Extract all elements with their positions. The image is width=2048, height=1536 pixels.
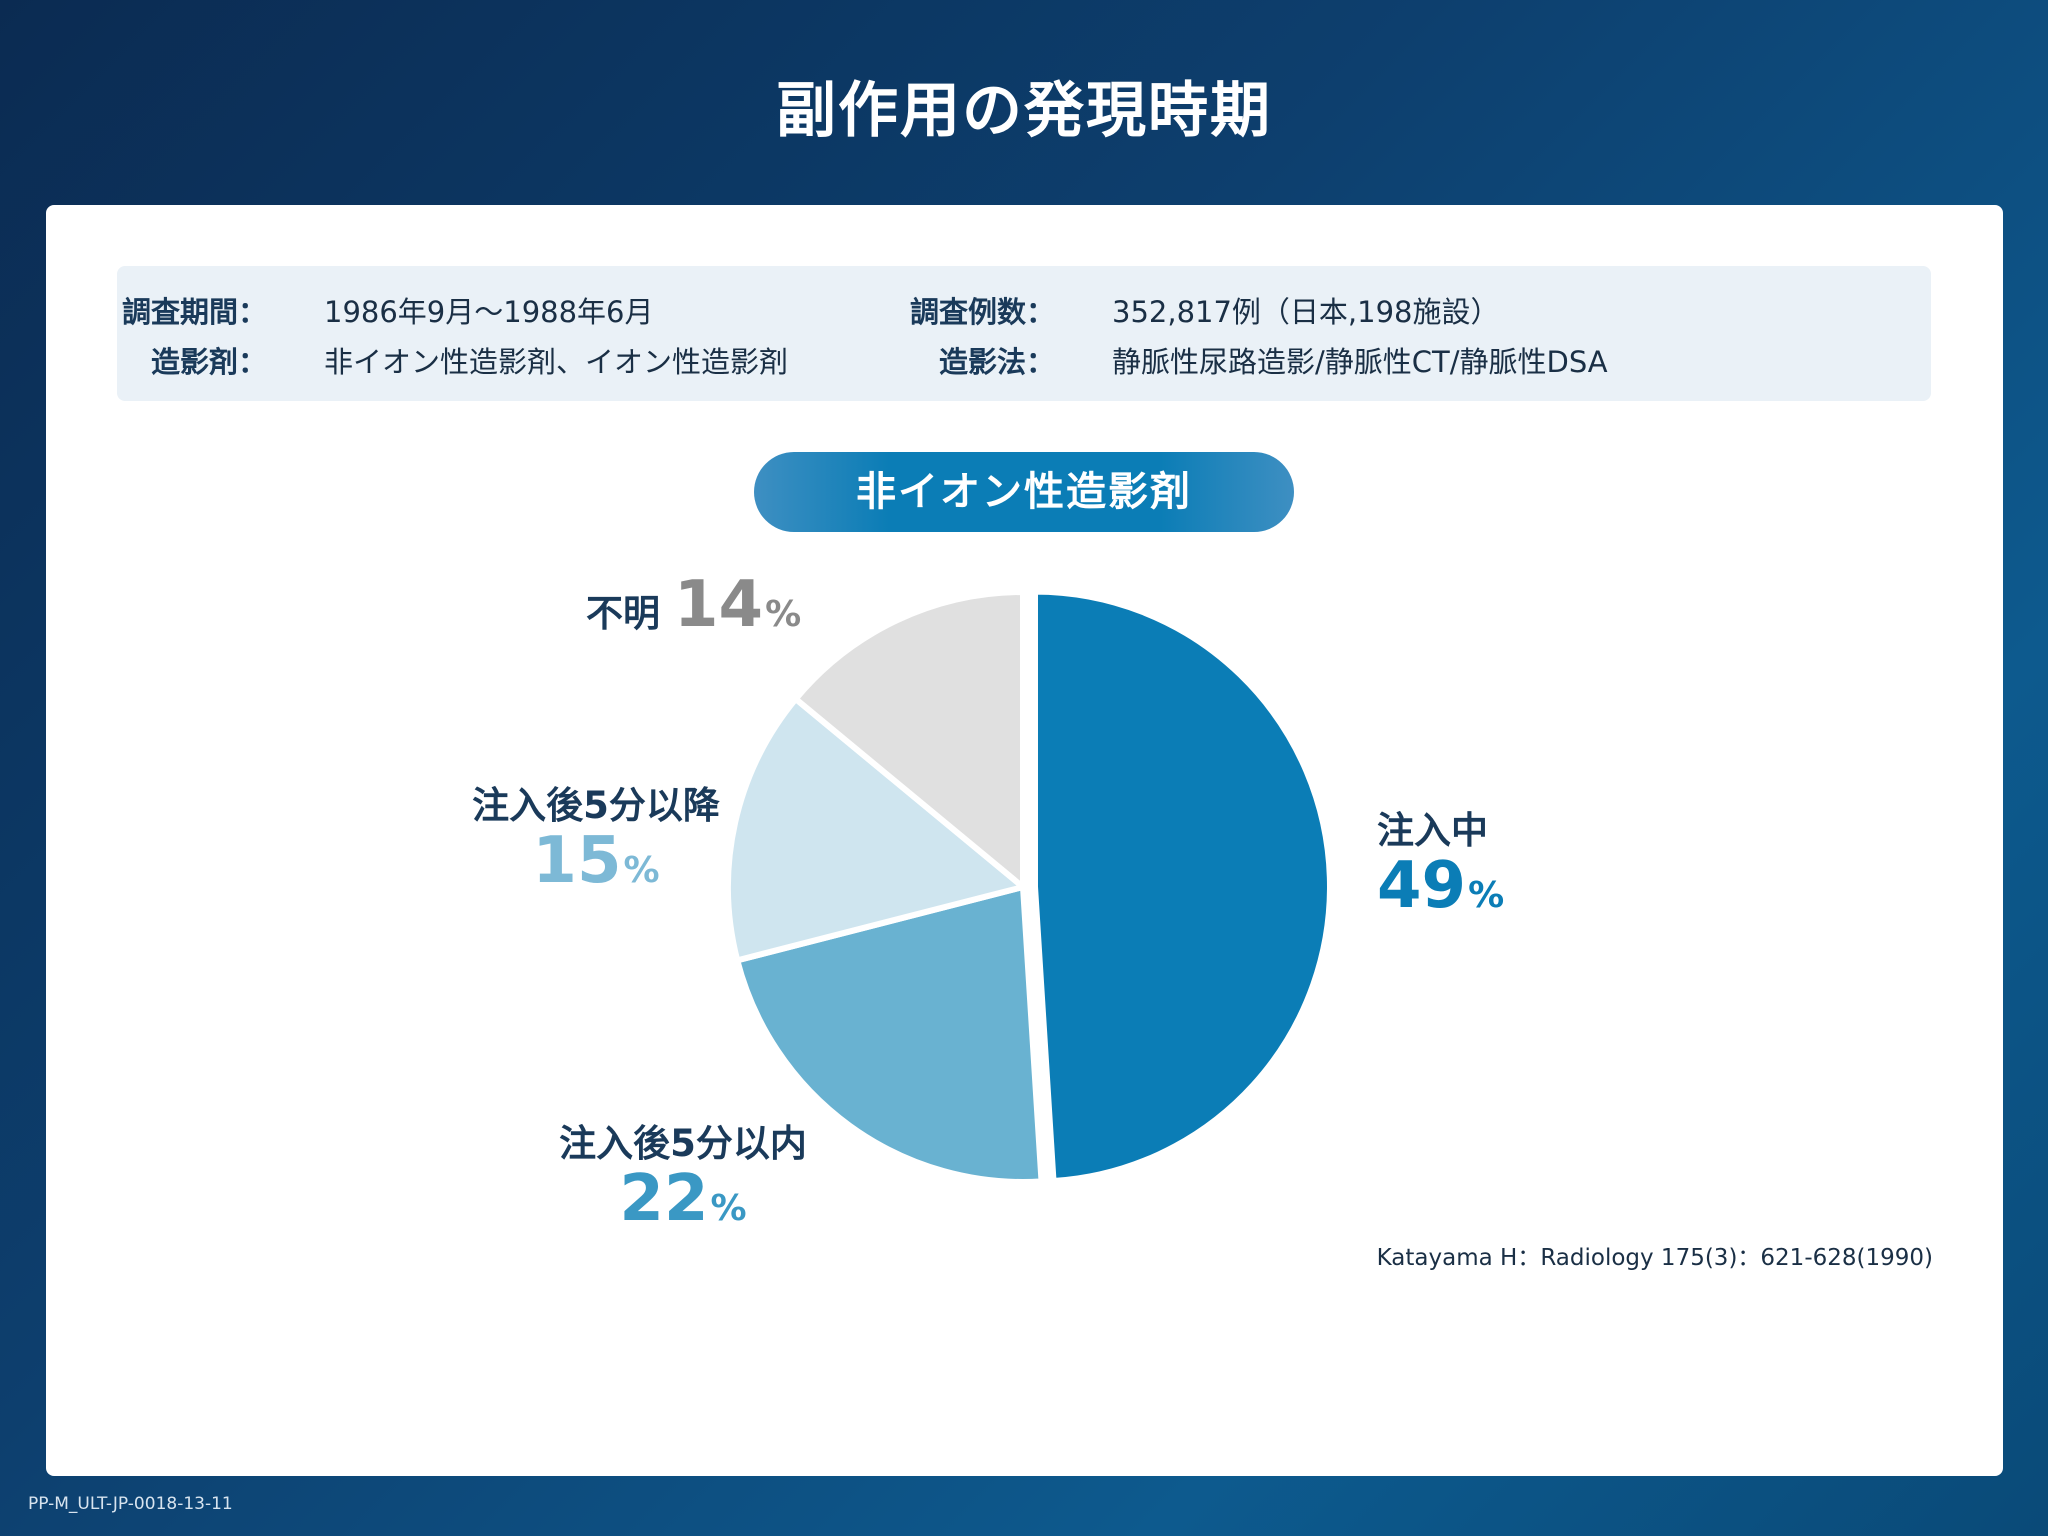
- info-method-label: 造影法: [905, 339, 1055, 381]
- citation: Katayama H：Radiology 175(3)：621-628(1990…: [1376, 1245, 1933, 1271]
- content-card: 調査期間 1986年9月〜1988年6月 造影剤 非イオン性造影剤、イオン性造影…: [46, 205, 2003, 1476]
- info-agent-label: 造影剤: [117, 339, 267, 381]
- slice-unknown: [792, 589, 1026, 890]
- slice-unit: %: [765, 594, 802, 635]
- info-cases-label: 調査例数: [905, 289, 1055, 331]
- slice-after-5min: [725, 695, 1026, 964]
- slice-unit: %: [710, 1188, 747, 1229]
- info-cases-value: 352,817例（日本,198施設）: [1112, 295, 1500, 329]
- slice-label-within-5min: 注入後5分以内 22%: [508, 1113, 858, 1231]
- slice-value: 14: [674, 568, 764, 642]
- slice-label-unknown: 不明 14%: [586, 573, 801, 637]
- footer-code: PP-M_ULT-JP-0018-13-11: [28, 1494, 233, 1514]
- slice-name: 注入後5分以内: [559, 1122, 807, 1165]
- slice-value: 49: [1377, 849, 1467, 923]
- slice-name: 注入後5分以降: [472, 784, 720, 827]
- info-method-value: 静脈性尿路造影/静脈性CT/静脈性DSA: [1112, 345, 1608, 379]
- info-period-label: 調査期間: [117, 289, 267, 331]
- slice-within-5min: [734, 884, 1045, 1185]
- info-agent-value: 非イオン性造影剤、イオン性造影剤: [324, 345, 789, 379]
- slice-unit: %: [1468, 875, 1505, 916]
- slice-during-injection: [1031, 588, 1333, 1185]
- slice-name: 不明: [586, 592, 660, 635]
- pie-chart: [725, 588, 1333, 1185]
- info-period-value: 1986年9月〜1988年6月: [324, 295, 654, 329]
- slice-value: 22: [619, 1162, 709, 1236]
- slice-label-after-5min: 注入後5分以降 15%: [421, 775, 771, 893]
- study-info-box: 調査期間 1986年9月〜1988年6月 造影剤 非イオン性造影剤、イオン性造影…: [117, 266, 1931, 401]
- slice-name: 注入中: [1377, 809, 1488, 852]
- slice-unit: %: [623, 850, 660, 891]
- chart-title-pill: 非イオン性造影剤: [754, 452, 1294, 532]
- slice-label-during-injection: 注入中 49%: [1377, 800, 1504, 918]
- slice-value: 15: [532, 824, 622, 898]
- page-title: 副作用の発現時期: [776, 76, 1272, 146]
